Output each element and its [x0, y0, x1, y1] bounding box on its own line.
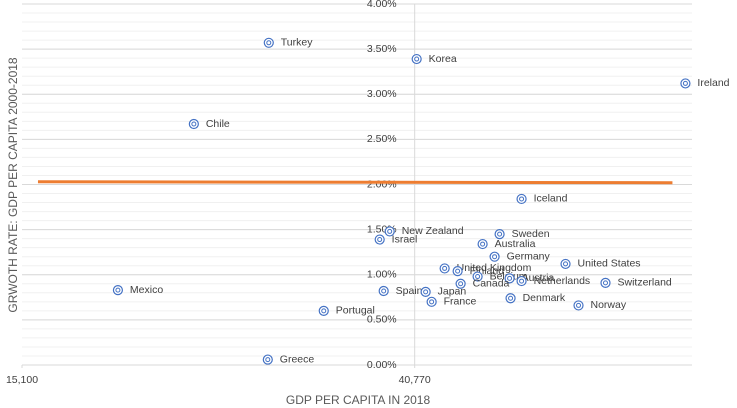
point	[455, 278, 466, 289]
point-core	[423, 289, 429, 295]
point-label: Japan	[438, 286, 467, 298]
point	[504, 273, 515, 284]
point-label: Sweden	[512, 228, 550, 240]
y-tick-label: 0.50%	[367, 314, 397, 326]
point-core	[576, 302, 582, 308]
point-label: Portugal	[336, 305, 375, 317]
trendline	[37, 180, 673, 185]
point-core	[265, 357, 271, 363]
point	[477, 238, 488, 250]
point-core	[519, 196, 525, 202]
point	[188, 118, 199, 130]
point	[374, 234, 385, 245]
x-tick-label: 40,770	[399, 374, 431, 386]
point	[439, 263, 450, 274]
point-core	[507, 275, 513, 281]
point	[420, 286, 431, 297]
point-label: United States	[578, 258, 641, 270]
point-core	[497, 231, 503, 237]
point	[263, 37, 274, 48]
point	[426, 296, 437, 307]
point-core	[115, 287, 121, 293]
point	[516, 193, 527, 205]
point-core	[191, 121, 197, 127]
point	[516, 275, 527, 287]
point-label: Canada	[473, 278, 510, 290]
point-label: Greece	[280, 353, 315, 365]
y-tick-label: 1.00%	[367, 269, 397, 281]
point-core	[682, 80, 688, 86]
point	[600, 277, 611, 288]
point-label: Austria	[522, 272, 555, 284]
point-label: Norway	[591, 299, 627, 311]
point-core	[492, 254, 498, 260]
point-core	[475, 274, 481, 280]
point-label: Mexico	[130, 284, 163, 296]
point-label: Turkey	[281, 37, 313, 49]
point-core	[387, 228, 393, 234]
point-label: Israel	[392, 233, 418, 245]
point	[112, 284, 124, 296]
point-core	[519, 278, 525, 284]
y-tick-label: 2.50%	[367, 133, 397, 145]
point	[452, 266, 463, 277]
point-core	[508, 295, 514, 301]
y-tick-label: 3.50%	[367, 43, 397, 55]
y-tick-label: 0.00%	[367, 359, 397, 371]
point	[411, 53, 422, 65]
y-axis-title: GRWOTH RATE: GDP PER CAPITA 2000-2018	[6, 57, 20, 313]
point	[378, 285, 389, 297]
point-label: Germany	[507, 250, 551, 262]
point-core	[563, 261, 569, 267]
point-label: Iceland	[534, 193, 568, 205]
point-label: Chile	[206, 118, 230, 130]
point-label: Ireland	[697, 77, 729, 89]
point	[384, 226, 395, 237]
point-label: Denmark	[523, 292, 566, 304]
point	[680, 78, 691, 89]
point	[262, 354, 273, 365]
y-tick-label: 4.00%	[367, 0, 397, 10]
point-label: Korea	[429, 53, 457, 65]
point	[505, 293, 516, 304]
point-core	[602, 280, 608, 286]
point	[560, 258, 571, 270]
point-core	[458, 281, 464, 287]
point	[318, 305, 329, 316]
point-core	[429, 299, 435, 305]
point-core	[266, 40, 272, 46]
y-tick-label: 2.00%	[367, 178, 397, 190]
point	[494, 229, 505, 240]
point-label: Spain	[396, 285, 423, 297]
point-core	[381, 288, 387, 294]
x-tick-label: 15,100	[6, 374, 38, 386]
point	[573, 300, 584, 311]
point-core	[414, 56, 420, 62]
point-core	[321, 308, 327, 314]
point-label: United Kingdom	[457, 262, 532, 274]
point-core	[377, 237, 383, 243]
point-label: Netherlands	[534, 275, 591, 287]
point-label: New Zealand	[402, 225, 464, 237]
point-core	[442, 265, 448, 271]
y-tick-label: 3.00%	[367, 88, 397, 100]
point-label: France	[444, 296, 477, 308]
point-label: Switzerland	[617, 277, 671, 289]
point-label: Australia	[495, 238, 536, 250]
point-core	[455, 268, 461, 274]
point	[472, 271, 483, 282]
x-axis-title: GDP PER CAPITA IN 2018	[286, 393, 431, 407]
point	[489, 251, 500, 262]
point-core	[480, 241, 486, 247]
